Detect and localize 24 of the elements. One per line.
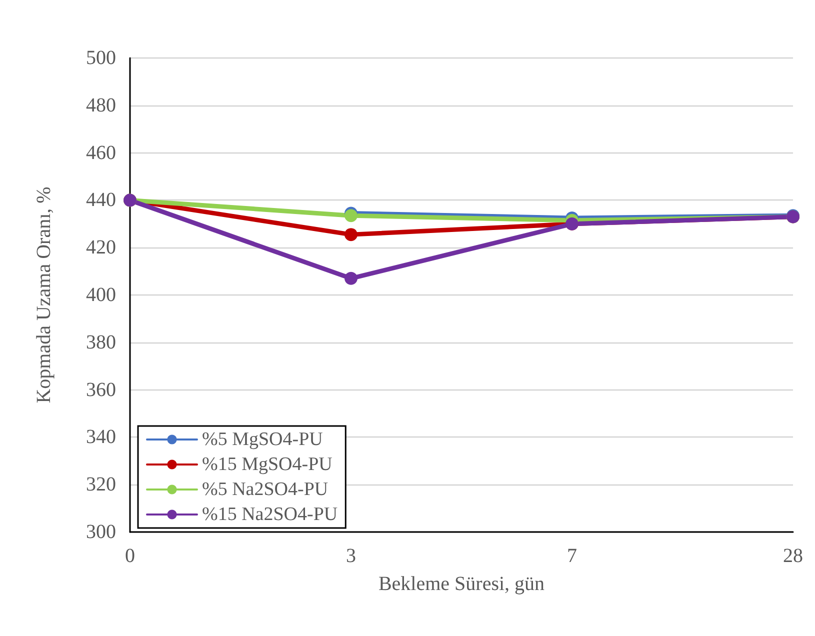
y-tick-label: 480: [86, 94, 116, 116]
point: [344, 209, 358, 222]
y-tick-label: 500: [86, 47, 116, 69]
y-tick-label: 440: [86, 189, 116, 212]
x-axis-title: Bekleme Süresi, gün: [378, 573, 545, 595]
point: [344, 272, 358, 285]
y-tick-label: 460: [86, 142, 116, 164]
x-tick-label: 7: [567, 545, 577, 567]
legend-label: %5 MgSO4-PU: [202, 429, 324, 450]
y-tick-label: 300: [86, 521, 116, 543]
x-tick-label: 28: [783, 545, 803, 567]
y-tick-label: 340: [86, 426, 116, 448]
point: [344, 228, 358, 242]
y-axis-title: Kopmada Uzama Oranı, %: [33, 186, 55, 404]
x-tick-label: 0: [125, 545, 135, 567]
legend-label: %15 MgSO4-PU: [202, 454, 333, 475]
y-tick-label: 380: [86, 331, 116, 354]
x-tick-label: 3: [346, 545, 356, 567]
legend-label: %15 Na2SO4-PU: [202, 504, 338, 525]
y-tick-label: 400: [86, 284, 116, 306]
legend-label: %5 Na2SO4-PU: [202, 479, 328, 500]
y-tick-label: 320: [86, 474, 116, 496]
y-tick-label: 420: [86, 236, 116, 259]
y-tick-label: 360: [86, 378, 116, 401]
